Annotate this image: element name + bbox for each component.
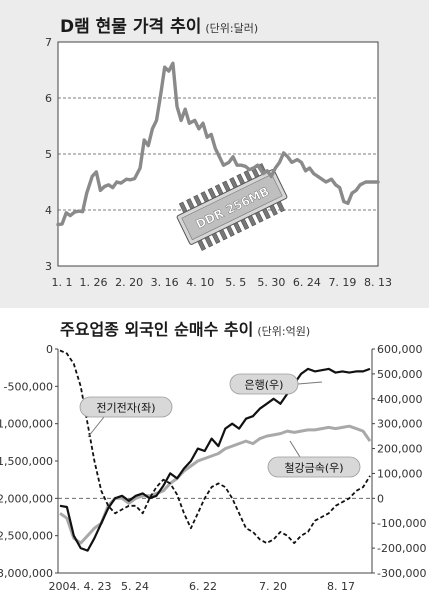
- chip-face: [181, 173, 283, 241]
- left-tick-label: -2,000,000: [0, 492, 53, 505]
- dram-price-panel: D램 현물 가격 추이 (단위:달러) 3 4 5 6 7 1. 1 1. 26 2. 20 3.…: [0, 0, 429, 308]
- y-tick-label: 5: [45, 148, 52, 161]
- x-tick-label: 5. 30: [257, 276, 285, 289]
- dram-price-chart: 3 4 5 6 7 1. 1 1. 26 2. 20 3. 16 4. 10 5. 5 5. 30 6.…: [45, 36, 392, 289]
- right-tick-label: 0: [377, 492, 384, 505]
- foreign-net-buy-panel: 주요업종 외국인 순매수 추이(단위:억원) 0 -500,000 -1,000,0…: [0, 309, 429, 610]
- x-tick-label: 6. 22: [189, 580, 217, 593]
- callout-leader: [87, 416, 105, 438]
- right-tick-label: 400,000: [377, 393, 423, 406]
- x-tick-label: 5. 5: [225, 276, 246, 289]
- net-buy-chart-title-text: 주요업종 외국인 순매수 추이: [60, 320, 254, 339]
- callout-box: [79, 396, 173, 418]
- foreign-net-buy-chart: 0 -500,000 -1,000,000 -1,500,000 -2,000,000 -…: [0, 343, 426, 593]
- left-tick-label: -2,500,000: [0, 530, 53, 543]
- callout-leader: [289, 440, 301, 458]
- dram-chart-title-text: D램 현물 가격 추이: [60, 17, 202, 37]
- x-tick-label: 8. 13: [364, 276, 392, 289]
- left-tick-label: -500,000: [4, 380, 53, 393]
- series-line-1: [59, 367, 371, 552]
- x-tick-label: 7. 19: [328, 276, 356, 289]
- right-tick-label: 100,000: [377, 467, 423, 480]
- x-tick-label: 5. 24: [121, 580, 149, 593]
- dram-price-line: [56, 61, 380, 227]
- left-tick-label: -1,500,000: [0, 455, 53, 468]
- x-tick-label: 1. 1: [52, 276, 73, 289]
- y-tick-label: 4: [45, 204, 52, 217]
- series-label: 은행(우): [245, 379, 284, 392]
- x-tick-label: 1. 26: [80, 276, 108, 289]
- right-tick-label: -100,000: [377, 517, 426, 530]
- series-label: 전기전자(좌): [96, 402, 155, 415]
- x-tick-label: 6. 24: [293, 276, 321, 289]
- x-tick-label: 2. 20: [115, 276, 143, 289]
- right-tick-label: 500,000: [377, 368, 423, 381]
- callout-leader: [297, 381, 323, 385]
- net-buy-chart-unit: (단위:억원): [257, 325, 311, 338]
- right-tick-label: 200,000: [377, 443, 423, 456]
- x-tick-label: 4. 10: [186, 276, 214, 289]
- y-tick-label: 6: [45, 92, 52, 105]
- series-label: 철강금속(우): [284, 462, 343, 475]
- right-tick-label: -300,000: [377, 567, 426, 580]
- left-tick-label: -1,000,000: [0, 418, 53, 431]
- callout-box: [229, 373, 299, 395]
- net-buy-chart-title: 주요업종 외국인 순매수 추이 (단위:억원): [60, 316, 310, 340]
- series-line-0: [59, 349, 371, 545]
- dram-chart-title: D램 현물 가격 추이 (단위:달러): [60, 12, 258, 37]
- x-tick-label: 8. 17: [327, 580, 355, 593]
- left-tick-label: 0: [46, 343, 53, 356]
- right-tick-label: -200,000: [377, 542, 426, 555]
- left-tick-label: -3,000,000: [0, 567, 53, 580]
- x-tick-label: 3. 16: [151, 276, 179, 289]
- y-tick-label: 3: [45, 260, 52, 273]
- x-tick-label: 7. 20: [259, 580, 287, 593]
- callout-box: [267, 456, 361, 478]
- x-tick-label: 2004. 4. 23: [49, 580, 112, 593]
- ddr-chip-illustration: DDR 256MB: [176, 163, 288, 251]
- dram-chart-unit: (단위:달러): [205, 22, 259, 35]
- y-tick-label: 7: [45, 36, 52, 49]
- right-tick-label: 300,000: [377, 418, 423, 431]
- right-tick-label: 600,000: [377, 343, 423, 356]
